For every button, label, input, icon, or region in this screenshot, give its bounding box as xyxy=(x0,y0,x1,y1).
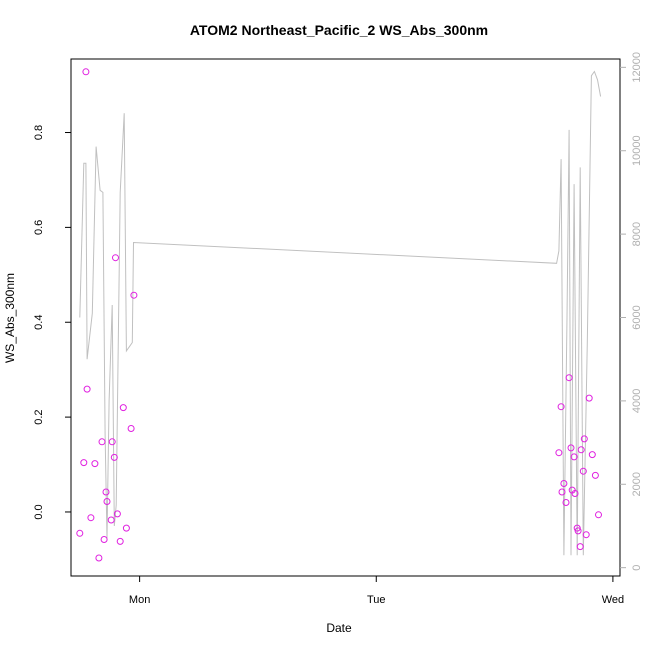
data-point xyxy=(102,488,110,496)
data-point xyxy=(95,554,103,562)
data-point xyxy=(571,490,579,497)
x-axis: Mon Tue Wed xyxy=(129,576,624,606)
data-point xyxy=(573,524,581,532)
plot-frame xyxy=(70,58,621,577)
data-point xyxy=(91,460,99,468)
data-point xyxy=(80,459,88,467)
data-point xyxy=(557,403,565,411)
line-series xyxy=(79,70,602,556)
y-axis-left: 0.0 0.2 0.4 0.6 0.8 xyxy=(33,125,71,520)
data-point xyxy=(555,449,563,457)
y2-tick-label: 2000 xyxy=(631,472,643,496)
y-tick-label: 0.8 xyxy=(33,125,45,140)
data-point xyxy=(565,374,573,382)
data-point xyxy=(76,529,84,537)
y2-tick-label: 0 xyxy=(631,565,643,571)
data-point xyxy=(588,451,596,459)
data-point xyxy=(100,536,108,543)
y2-tick-label: 6000 xyxy=(631,305,643,329)
data-point xyxy=(82,68,90,76)
x-axis-label: Date xyxy=(326,621,352,635)
data-point xyxy=(103,498,111,505)
data-point xyxy=(127,425,135,432)
data-point xyxy=(113,510,121,518)
data-point xyxy=(83,385,91,393)
chart-title: ATOM2 Northeast_Pacific_2 WS_Abs_300nm xyxy=(190,22,488,38)
data-point xyxy=(110,453,118,461)
data-point xyxy=(577,446,585,454)
data-point xyxy=(574,527,582,535)
data-point xyxy=(130,291,138,299)
data-point xyxy=(112,254,119,262)
series-line xyxy=(79,70,602,556)
y-axis-label: WS_Abs_300nm xyxy=(3,273,17,363)
data-point xyxy=(582,531,590,539)
y2-tick-label: 4000 xyxy=(631,389,643,413)
point-series xyxy=(76,68,602,562)
y-tick-label: 0.0 xyxy=(33,504,45,519)
data-point xyxy=(585,394,593,402)
x-tick-label: Mon xyxy=(129,594,150,606)
data-point xyxy=(580,435,588,443)
data-point xyxy=(98,438,106,446)
y-tick-label: 0.2 xyxy=(33,409,45,424)
y2-tick-label: 10000 xyxy=(631,135,643,166)
x-tick-label: Tue xyxy=(367,594,386,606)
data-point xyxy=(122,524,130,532)
data-point xyxy=(558,488,566,496)
data-point xyxy=(560,480,568,487)
data-point xyxy=(107,516,115,524)
data-point xyxy=(108,438,116,446)
data-point xyxy=(591,471,599,479)
y-tick-label: 0.6 xyxy=(33,220,45,235)
data-point xyxy=(595,511,602,519)
y2-tick-label: 12000 xyxy=(631,52,643,83)
y-axis-right: 0 2000 4000 6000 8000 10000 12000 xyxy=(620,52,643,571)
data-point xyxy=(87,514,95,522)
y-tick-label: 0.4 xyxy=(33,315,45,330)
data-point xyxy=(562,499,570,506)
data-point xyxy=(570,453,578,461)
x-tick-label: Wed xyxy=(602,594,624,606)
y2-tick-label: 8000 xyxy=(631,222,643,246)
data-point xyxy=(116,537,124,545)
data-point xyxy=(576,543,584,551)
data-point xyxy=(119,404,127,412)
data-point xyxy=(579,467,587,475)
data-point xyxy=(567,444,575,452)
